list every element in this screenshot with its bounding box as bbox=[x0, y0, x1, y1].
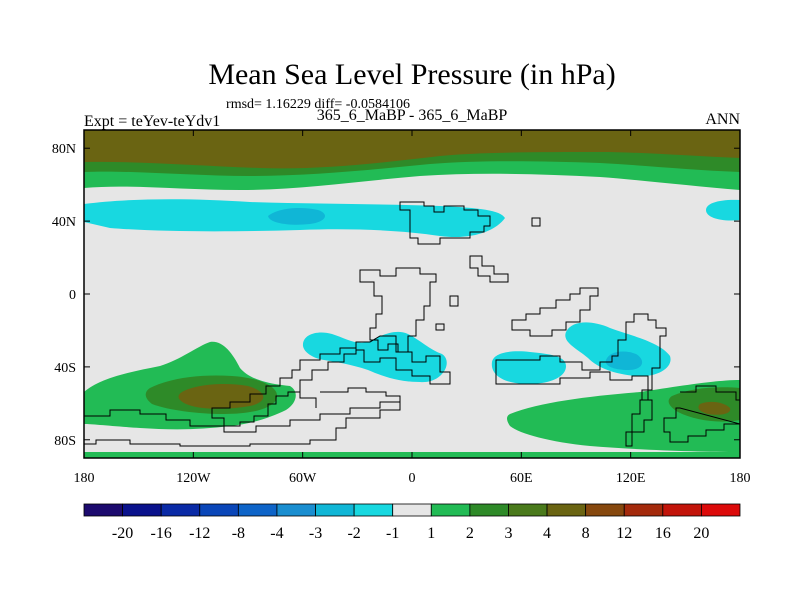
x-tick-label: 60E bbox=[510, 471, 533, 486]
contour-fill-arctic-4-8 bbox=[84, 130, 740, 169]
season-label: ANN bbox=[705, 111, 740, 128]
colorbar-swatch bbox=[237, 503, 278, 517]
x-tick-label: 60W bbox=[289, 471, 317, 486]
land-outline-ridge bbox=[320, 387, 401, 402]
colorbar-label: -8 bbox=[232, 525, 245, 542]
y-tick-label: 80S bbox=[54, 434, 76, 449]
colorbar-swatch bbox=[315, 503, 355, 517]
colorbar-swatch bbox=[623, 503, 664, 517]
colorbar-swatch bbox=[469, 503, 509, 517]
land-outline-antarctic-west bbox=[84, 401, 401, 447]
colorbar-swatch bbox=[546, 503, 587, 517]
y-tick-label: 40S bbox=[54, 361, 76, 376]
chart-title: Mean Sea Level Pressure (in hPa) bbox=[208, 58, 615, 91]
contour-fill-south-indian bbox=[491, 351, 566, 384]
x-tick-label: 180 bbox=[730, 471, 751, 486]
colorbar-swatch bbox=[122, 503, 162, 517]
y-tick-label: 80N bbox=[52, 142, 76, 157]
colorbar-swatch bbox=[276, 503, 316, 517]
stats-text: rmsd= 1.16229 diff= -0.0584106 bbox=[226, 97, 410, 112]
chart-subtitle: 365_6_MaBP - 365_6_MaBP bbox=[317, 107, 508, 124]
colorbar-label: 20 bbox=[693, 525, 709, 542]
colorbar-label: -3 bbox=[309, 525, 322, 542]
colorbar-swatch bbox=[508, 503, 548, 517]
land-outlines bbox=[84, 201, 740, 447]
colorbar-swatch bbox=[83, 503, 123, 517]
colorbar-swatch bbox=[353, 503, 394, 517]
colorbar: -20 -16 -12 -8 -4 -3 -2 -1 1 2 3 4 8 12 16 20 bbox=[83, 503, 741, 542]
y-axis: 80N 40N 0 40S 80S bbox=[52, 142, 740, 449]
colorbar-label: 16 bbox=[655, 525, 671, 542]
colorbar-label: -16 bbox=[151, 525, 172, 542]
colorbar-label: 8 bbox=[582, 525, 590, 542]
x-tick-label: 0 bbox=[409, 471, 416, 486]
colorbar-label: -1 bbox=[386, 525, 399, 542]
y-tick-label: 0 bbox=[69, 288, 76, 303]
map-panel bbox=[83, 129, 741, 459]
colorbar-label: -4 bbox=[270, 525, 283, 542]
colorbar-swatch bbox=[430, 503, 471, 517]
land-outline-small-north-2 bbox=[469, 255, 509, 283]
colorbar-label: 1 bbox=[427, 525, 435, 542]
land-outline-southern-east bbox=[495, 313, 667, 447]
colorbar-swatch bbox=[585, 503, 625, 517]
experiment-label: Expt = teYev-teYdv1 bbox=[84, 113, 220, 130]
contour-fill-north-minus1-2-east bbox=[706, 199, 740, 221]
colorbar-swatch bbox=[160, 503, 201, 517]
colorbar-label: 4 bbox=[543, 525, 551, 542]
colorbar-swatch bbox=[199, 503, 239, 517]
land-outline-western-coast bbox=[211, 347, 357, 427]
colorbar-swatch bbox=[701, 503, 741, 517]
colorbar-swatch bbox=[392, 503, 432, 517]
x-tick-label: 120E bbox=[616, 471, 646, 486]
contour-fill-south-indian-4-8 bbox=[698, 401, 731, 415]
x-tick-label: 180 bbox=[74, 471, 95, 486]
land-outline-east-island-1 bbox=[449, 295, 459, 307]
land-outline-south-central bbox=[355, 335, 451, 385]
land-outline-east-central bbox=[511, 287, 599, 337]
land-outline-north bbox=[399, 201, 491, 245]
land-outline-small-north-1 bbox=[531, 217, 541, 227]
y-tick-label: 40N bbox=[52, 215, 76, 230]
colorbar-label: -20 bbox=[112, 525, 133, 542]
contour-fill-north-minus2-3 bbox=[268, 208, 325, 225]
x-tick-label: 120W bbox=[176, 471, 211, 486]
colorbar-label: 3 bbox=[504, 525, 512, 542]
colorbar-label: 2 bbox=[466, 525, 474, 542]
land-outline-ridge-2 bbox=[299, 392, 317, 408]
x-axis: 180 120W 60W 0 60E 120E 180 bbox=[74, 130, 751, 486]
land-outline-antarctic-east bbox=[663, 385, 740, 443]
contour-fill-south-pacific-4-8 bbox=[178, 384, 264, 409]
colorbar-label: -12 bbox=[189, 525, 210, 542]
colorbar-swatch bbox=[662, 503, 702, 517]
colorbar-label: 12 bbox=[616, 525, 632, 542]
land-outline-east-island-2 bbox=[435, 323, 445, 331]
colorbar-label: -2 bbox=[347, 525, 360, 542]
